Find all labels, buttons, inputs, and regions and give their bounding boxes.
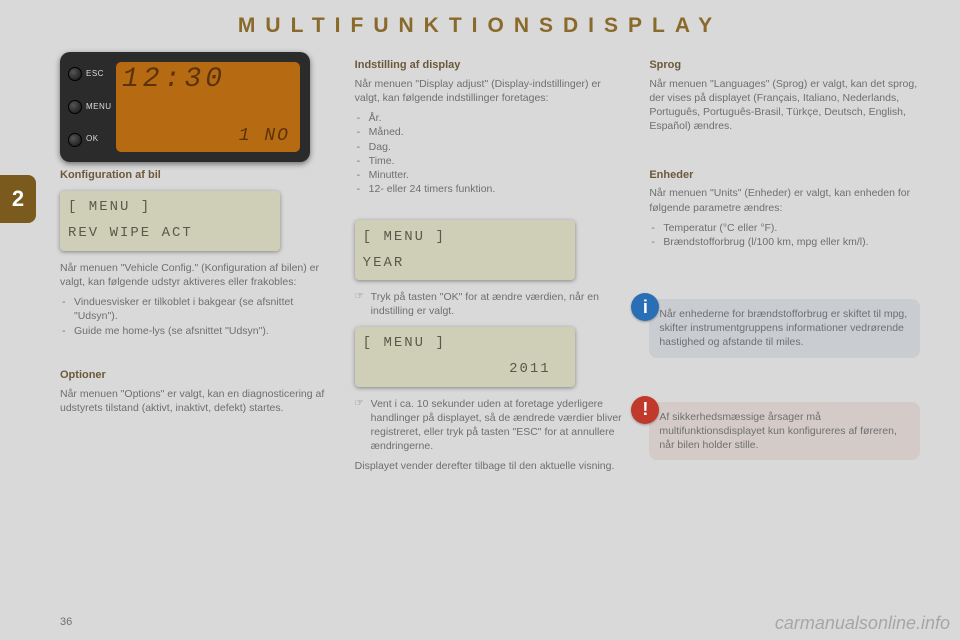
menu-label: MENU <box>86 102 112 113</box>
info-icon-glyph: i <box>643 295 648 319</box>
lcd-readout: 1 NO <box>122 124 290 148</box>
warn-callout: ! Af sikkerhedsmæssige årsager må multif… <box>649 402 920 461</box>
config-section-title: Konfiguration af bil <box>60 168 331 183</box>
config-para: Når menuen "Vehicle Config." (Konfigurat… <box>60 261 331 289</box>
menu-line-2: 2011 <box>363 360 567 379</box>
list-item: Minutter. <box>355 168 626 182</box>
console-button-column: ESC MENU OK <box>68 58 114 156</box>
info-callout: i Når enhederne for brændstofforbrug er … <box>649 299 920 358</box>
menu-line-2: REV WIPE ACT <box>68 224 272 243</box>
menu-line-1: [ MENU ] <box>363 334 567 353</box>
options-title: Optioner <box>60 368 331 383</box>
ok-button[interactable]: OK <box>68 133 114 147</box>
ptr-list: Vent i ca. 10 sekunder uden at foretage … <box>355 397 626 454</box>
info-callout-text: Når enhederne for brændstofforbrug er sk… <box>659 308 907 348</box>
menu-line-2: YEAR <box>363 254 567 273</box>
watermark: carmanualsonline.info <box>775 613 950 634</box>
display-section-title: Indstilling af display <box>355 58 626 73</box>
sprog-para: Når menuen "Languages" (Sprog) er valgt,… <box>649 77 920 134</box>
warn-callout-text: Af sikkerhedsmæssige årsager må multifun… <box>659 411 897 451</box>
page-number: 36 <box>60 616 72 628</box>
esc-button[interactable]: ESC <box>68 67 114 81</box>
button-dot-icon <box>68 100 82 114</box>
sprog-title: Sprog <box>649 58 920 73</box>
column-1: ESC MENU OK 12:30 1 NO Konfiguration af … <box>60 52 331 610</box>
esc-label: ESC <box>86 69 104 80</box>
enheder-title: Enheder <box>649 168 920 183</box>
display-para-2: Displayet vender derefter tilbage til de… <box>355 459 626 473</box>
menu-button[interactable]: MENU <box>68 100 114 114</box>
menu-lcd-2011: [ MENU ] 2011 <box>355 327 575 387</box>
lcd-time: 12:30 <box>122 66 294 94</box>
list-item: Vinduesvisker er tilkoblet i bakgear (se… <box>60 295 331 323</box>
menu-lcd-config: [ MENU ] REV WIPE ACT <box>60 191 280 251</box>
list-item: 12- eller 24 timers funktion. <box>355 182 626 196</box>
button-dot-icon <box>68 67 82 81</box>
list-item: Dag. <box>355 140 626 154</box>
console-photo: ESC MENU OK 12:30 1 NO <box>60 52 310 162</box>
console-lcd: 12:30 1 NO <box>116 62 300 152</box>
menu-lcd-year: [ MENU ] YEAR <box>355 220 575 280</box>
warn-icon-glyph: ! <box>642 397 648 421</box>
list-item: Brændstofforbrug (l/100 km, mpg eller km… <box>649 235 920 249</box>
list-item: Vent i ca. 10 sekunder uden at foretage … <box>355 397 626 454</box>
button-dot-icon <box>68 133 82 147</box>
ok-label: OK <box>86 134 99 145</box>
column-3: Sprog Når menuen "Languages" (Sprog) er … <box>649 52 920 610</box>
chapter-tab: 2 <box>0 175 36 223</box>
page-header: MULTIFUNKTIONSDISPLAY <box>0 14 960 38</box>
warn-icon: ! <box>631 396 659 424</box>
list-item: År. <box>355 111 626 125</box>
ptr-list: Tryk på tasten "OK" for at ændre værdien… <box>355 290 626 318</box>
list-item: Tryk på tasten "OK" for at ændre værdien… <box>355 290 626 318</box>
options-para: Når menuen "Options" er valgt, kan en di… <box>60 387 331 415</box>
display-list: År. Måned. Dag. Time. Minutter. 12- elle… <box>355 111 626 196</box>
column-2: Indstilling af display Når menuen "Displ… <box>355 52 626 610</box>
list-item: Måned. <box>355 125 626 139</box>
chapter-number: 2 <box>12 186 24 212</box>
list-item: Time. <box>355 154 626 168</box>
list-item: Guide me home-lys (se afsnittet "Udsyn")… <box>60 324 331 338</box>
menu-line-1: [ MENU ] <box>68 198 272 217</box>
menu-line-1: [ MENU ] <box>363 228 567 247</box>
info-icon: i <box>631 293 659 321</box>
enheder-para: Når menuen "Units" (Enheder) er valgt, k… <box>649 186 920 214</box>
config-list: Vinduesvisker er tilkoblet i bakgear (se… <box>60 295 331 338</box>
list-item: Temperatur (°C eller °F). <box>649 221 920 235</box>
page-title: MULTIFUNKTIONSDISPLAY <box>238 14 722 37</box>
display-para: Når menuen "Display adjust" (Display-ind… <box>355 77 626 105</box>
enheder-list: Temperatur (°C eller °F). Brændstofforbr… <box>649 221 920 249</box>
content-area: ESC MENU OK 12:30 1 NO Konfiguration af … <box>60 52 920 610</box>
